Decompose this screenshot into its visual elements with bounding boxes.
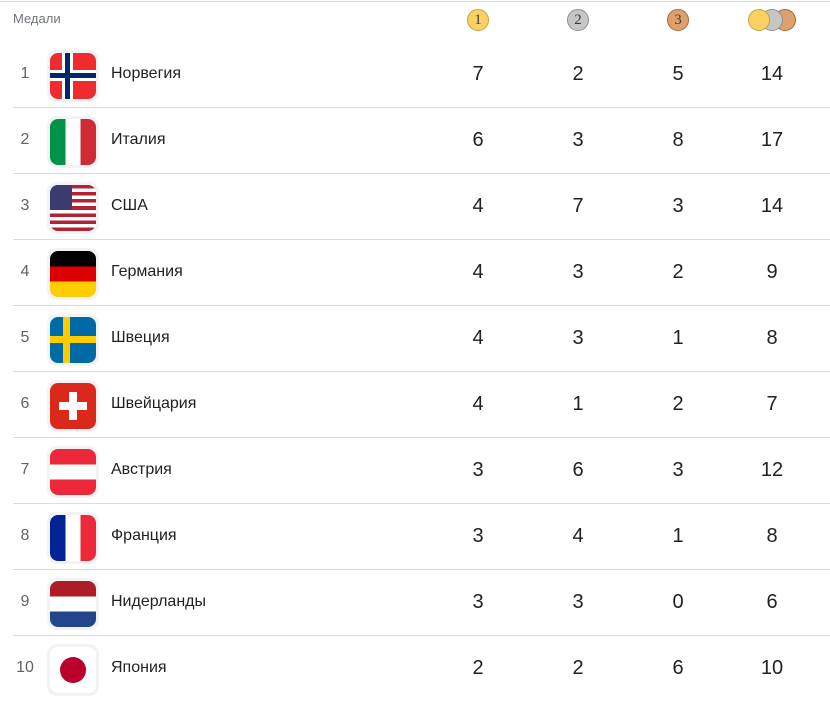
bronze-count: 0 [672,591,684,613]
netherlands-flag-icon [47,578,99,630]
table-row[interactable]: 2 Италия 6 3 8 17 [0,108,830,174]
country-name[interactable]: Швейцария [111,395,197,412]
row-divider [13,305,830,306]
top-divider [0,1,830,2]
silver-count: 7 [572,195,584,217]
gold-count: 6 [472,129,484,151]
gold-count: 3 [472,591,484,613]
france-flag-icon [47,512,99,564]
gold-count: 2 [472,657,484,679]
silver-medal-icon[interactable]: 2 [567,9,589,31]
sweden-flag-icon [47,314,99,366]
country-name[interactable]: США [111,197,148,214]
row-divider [13,503,830,504]
gold-count: 4 [472,327,484,349]
silver-count: 1 [572,393,584,415]
medals-label: Медали [13,11,61,26]
bronze-count: 6 [672,657,684,679]
total-count: 14 [760,63,784,85]
gold-medal-icon[interactable]: 1 [467,9,489,31]
country-name[interactable]: Нидерланды [111,593,206,610]
switzerland-flag-icon [47,380,99,432]
rank: 7 [20,461,30,478]
gold-count: 3 [472,459,484,481]
table-row[interactable]: 6 Швейцария 4 1 2 7 [0,372,830,438]
bronze-count: 8 [672,129,684,151]
row-divider [13,437,830,438]
rank: 6 [20,395,30,412]
table-row[interactable]: 4 Германия 4 3 2 9 [0,240,830,306]
total-count: 7 [766,393,778,415]
country-name[interactable]: Австрия [111,461,172,478]
bronze-count: 2 [672,261,684,283]
row-divider [13,371,830,372]
total-count: 8 [766,525,778,547]
gold-count: 7 [472,63,484,85]
bronze-count: 3 [672,195,684,217]
bronze-medal-icon[interactable]: 3 [667,9,689,31]
total-count: 17 [760,129,784,151]
usa-flag-icon [47,182,99,234]
bronze-count: 1 [672,327,684,349]
silver-count: 2 [572,657,584,679]
total-count: 12 [760,459,784,481]
rank: 10 [16,659,34,676]
country-name[interactable]: Италия [111,131,166,148]
total-count: 9 [766,261,778,283]
table-row[interactable]: 3 США 4 7 3 14 [0,174,830,240]
austria-flag-icon [47,446,99,498]
silver-count: 3 [572,129,584,151]
gold-count: 4 [472,195,484,217]
gold-count: 4 [472,393,484,415]
bronze-count: 1 [672,525,684,547]
total-count: 6 [766,591,778,613]
country-name[interactable]: Германия [111,263,183,280]
silver-count: 3 [572,591,584,613]
row-divider [13,239,830,240]
table-row[interactable]: 9 Нидерланды 3 3 0 6 [0,570,830,636]
total-count: 8 [766,327,778,349]
rank: 1 [20,65,30,82]
country-name[interactable]: Франция [111,527,177,544]
japan-flag-icon [47,644,99,696]
bronze-count: 3 [672,459,684,481]
row-divider [13,569,830,570]
table-header: Медали 1 2 3 [0,0,830,44]
italy-flag-icon [47,116,99,168]
row-divider [13,173,830,174]
bronze-count: 5 [672,63,684,85]
row-divider [13,635,830,636]
table-row[interactable]: 1 Норвегия 7 2 5 14 [0,42,830,108]
medals-stack-icon[interactable] [748,9,798,31]
silver-count: 2 [572,63,584,85]
table-row[interactable]: 7 Австрия 3 6 3 12 [0,438,830,504]
rank: 3 [20,197,30,214]
rank: 9 [20,593,30,610]
row-divider [13,107,830,108]
country-name[interactable]: Япония [111,659,167,676]
table-row[interactable]: 10 Япония 2 2 6 10 [0,636,830,702]
silver-count: 3 [572,327,584,349]
bronze-count: 2 [672,393,684,415]
table-row[interactable]: 5 Швеция 4 3 1 8 [0,306,830,372]
norway-flag-icon [47,50,99,102]
total-count: 14 [760,195,784,217]
silver-count: 3 [572,261,584,283]
silver-count: 4 [572,525,584,547]
rank: 2 [20,131,30,148]
silver-count: 6 [572,459,584,481]
rank: 8 [20,527,30,544]
gold-count: 4 [472,261,484,283]
germany-flag-icon [47,248,99,300]
table-row[interactable]: 8 Франция 3 4 1 8 [0,504,830,570]
rank: 5 [20,329,30,346]
country-name[interactable]: Швеция [111,329,170,346]
gold-count: 3 [472,525,484,547]
rank: 4 [20,263,30,280]
country-name[interactable]: Норвегия [111,65,182,82]
total-count: 10 [760,657,784,679]
